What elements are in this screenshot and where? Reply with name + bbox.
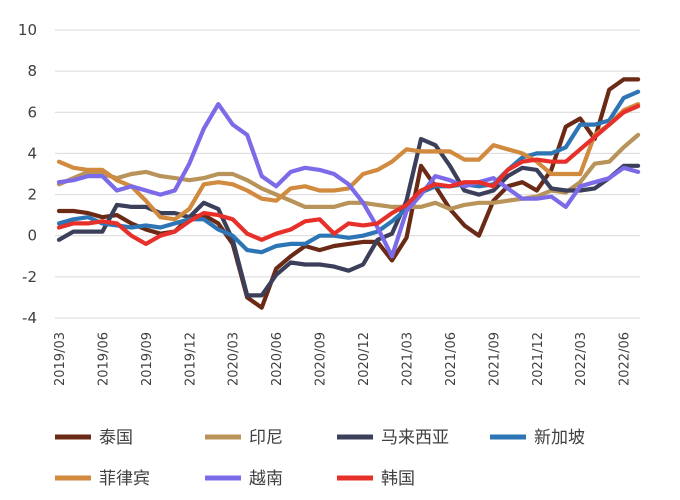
series-line-0 (56, 77, 641, 310)
legend-label: 泰国 (99, 428, 133, 448)
legend-label: 韩国 (381, 469, 415, 489)
series-line-4 (56, 102, 641, 222)
x-tick-label: 2020/03 (227, 332, 242, 386)
x-tick-label: 2022/03 (574, 332, 589, 386)
legend-label: 马来西亚 (381, 428, 449, 448)
x-tick-label: 2021/06 (444, 332, 459, 386)
legend-label: 菲律宾 (99, 469, 150, 489)
x-tick-label: 2019/03 (53, 332, 68, 386)
y-tick-label: 4 (27, 144, 37, 162)
y-tick-label: 6 (27, 103, 37, 121)
x-tick-label: 2021/09 (487, 332, 502, 386)
x-tick-label: 2020/06 (270, 332, 285, 386)
legend-label: 越南 (249, 469, 283, 489)
y-tick-label: -2 (22, 268, 37, 286)
y-tick-label: 2 (27, 186, 37, 204)
x-tick-label: 2019/06 (96, 332, 111, 386)
legend-label: 印尼 (249, 428, 283, 448)
series-line-1 (56, 132, 641, 212)
x-tick-label: 2019/12 (183, 332, 198, 386)
y-tick-label: -4 (22, 309, 37, 327)
x-tick-label: 2022/06 (618, 332, 633, 386)
series-line-5 (56, 102, 641, 259)
x-tick-label: 2020/09 (314, 332, 329, 386)
y-tick-label: 8 (27, 62, 37, 80)
series-line-6 (56, 104, 641, 246)
y-tick-label: 10 (18, 21, 37, 39)
x-tick-label: 2020/12 (357, 332, 372, 386)
legend-label: 新加坡 (534, 428, 585, 448)
x-tick-label: 2021/03 (400, 332, 415, 386)
x-axis: 2019/03 2019/06 2019/09 2019/12 2020/03 2020/… (53, 332, 633, 386)
y-tick-label: 0 (27, 227, 37, 245)
y-axis: -4 -2 0 2 4 6 8 10 (18, 21, 37, 327)
x-tick-label: 2019/09 (140, 332, 155, 386)
chart-series (56, 77, 641, 310)
x-tick-label: 2021/12 (531, 332, 546, 386)
series-line-3 (56, 89, 641, 255)
